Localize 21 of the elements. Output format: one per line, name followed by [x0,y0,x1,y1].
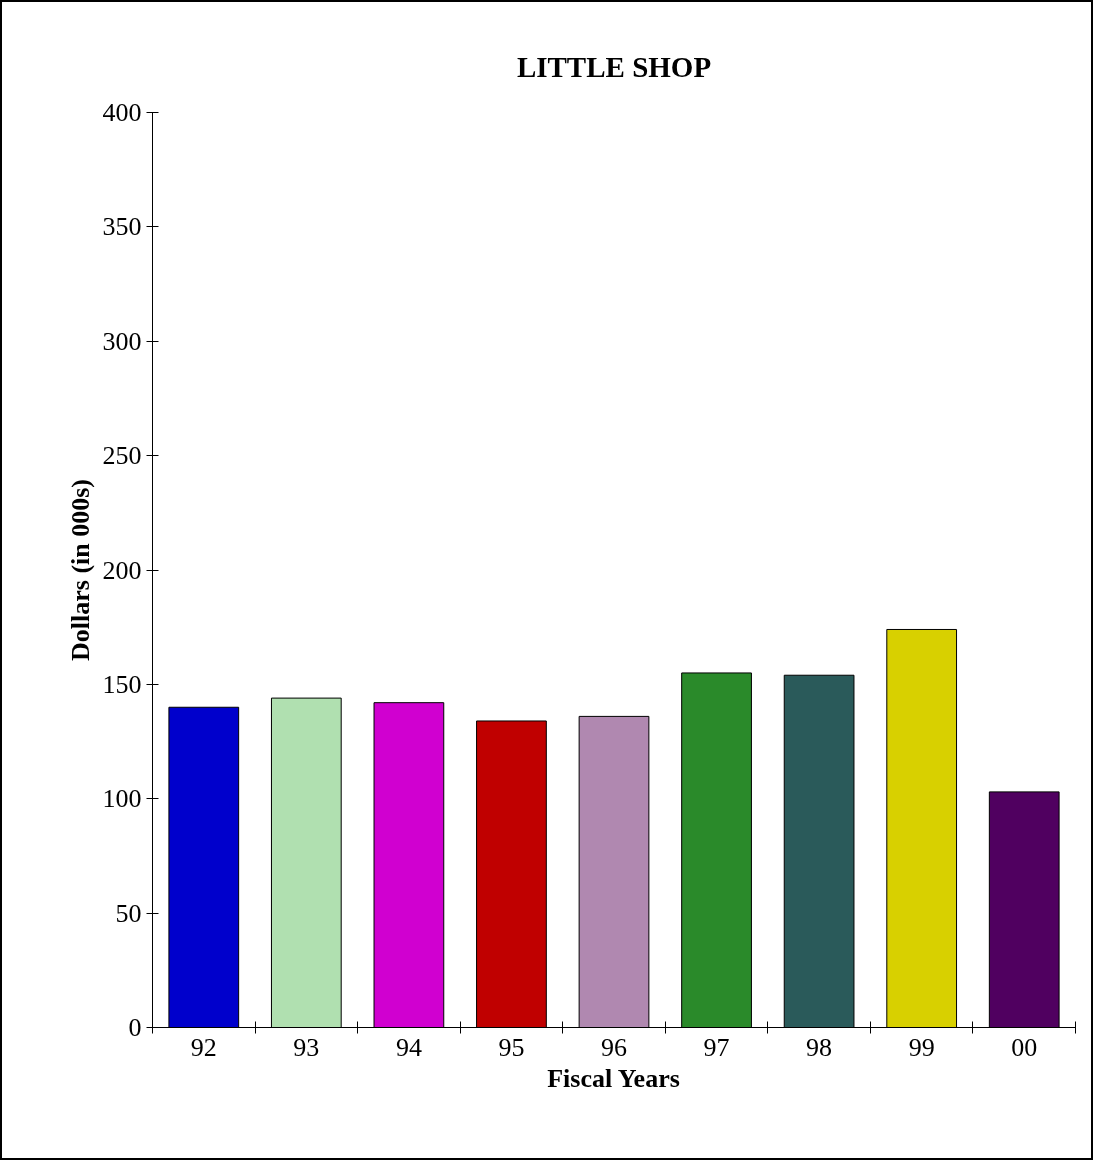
x-tick-label: 95 [498,1032,525,1062]
x-tick-label: 94 [395,1032,422,1062]
x-tick-label: 93 [293,1032,320,1062]
chart-title: LITTLE SHOP [516,50,712,83]
y-tick-label: 350 [102,212,142,242]
y-tick-label: 400 [102,98,142,127]
y-tick-label: 150 [102,669,142,699]
x-axis-title: Fiscal Years [547,1063,680,1093]
y-tick-label: 200 [102,555,142,585]
x-tick-label: 92 [190,1032,217,1062]
x-tick-label: 97 [703,1032,730,1062]
x-tick-label: 98 [806,1032,833,1062]
x-tick-label: 99 [908,1032,935,1062]
y-tick-label: 100 [102,784,142,814]
x-tick-label: 96 [601,1032,627,1062]
y-tick-label: 300 [102,326,142,356]
y-axis-title: Dollars (in 000s) [65,479,95,661]
y-tick-label: 50 [115,898,142,928]
y-tick-label: 250 [102,441,142,471]
x-tick-label: 00 [1011,1032,1038,1062]
y-tick-label: 0 [128,1013,142,1042]
